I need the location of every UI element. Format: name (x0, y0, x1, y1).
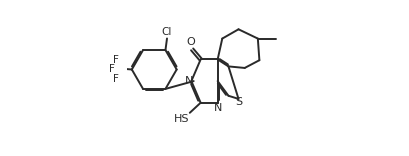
Text: N: N (185, 76, 193, 86)
Text: N: N (213, 103, 222, 113)
Text: S: S (236, 97, 243, 107)
Text: F: F (112, 74, 119, 84)
Text: F: F (109, 64, 115, 75)
Text: O: O (186, 37, 195, 47)
Text: HS: HS (174, 114, 190, 124)
Text: F: F (112, 55, 119, 65)
Text: Cl: Cl (162, 27, 172, 37)
